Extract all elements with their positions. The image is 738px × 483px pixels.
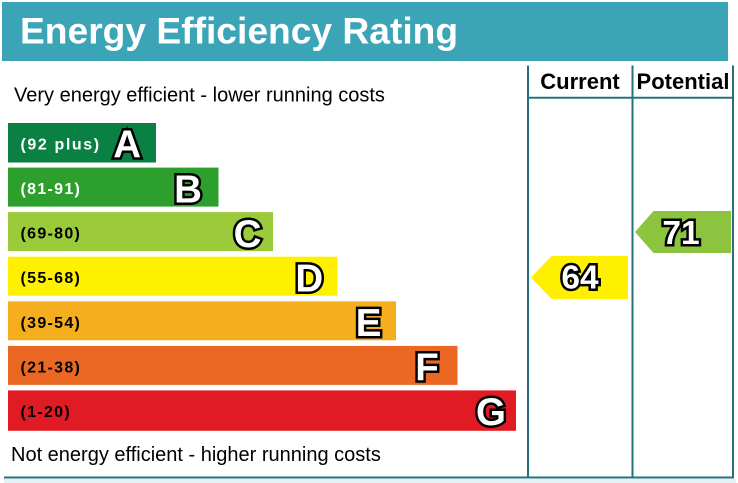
svg-text:F: F: [415, 347, 439, 390]
svg-text:G: G: [476, 391, 506, 434]
svg-text:E: E: [356, 302, 382, 345]
svg-text:Very energy efficient - lower: Very energy efficient - lower running co…: [14, 85, 385, 107]
svg-text:71: 71: [662, 215, 699, 252]
svg-text:(92 plus): (92 plus): [21, 137, 101, 154]
svg-text:C: C: [234, 213, 262, 256]
svg-text:(21-38): (21-38): [21, 359, 82, 376]
svg-text:D: D: [295, 257, 323, 300]
svg-text:Potential: Potential: [637, 69, 730, 94]
svg-text:Current: Current: [540, 69, 620, 94]
svg-text:Not energy efficient - higher: Not energy efficient - higher running co…: [11, 444, 381, 466]
svg-text:(81-91): (81-91): [21, 181, 82, 198]
svg-text:Energy Efficiency Rating: Energy Efficiency Rating: [20, 10, 458, 52]
svg-text:(55-68): (55-68): [21, 270, 82, 287]
svg-text:A: A: [113, 124, 141, 167]
svg-text:(1-20): (1-20): [21, 404, 71, 421]
svg-text:(69-80): (69-80): [21, 226, 82, 243]
svg-text:B: B: [174, 168, 202, 211]
svg-text:(39-54): (39-54): [21, 315, 82, 332]
svg-text:64: 64: [561, 260, 599, 297]
